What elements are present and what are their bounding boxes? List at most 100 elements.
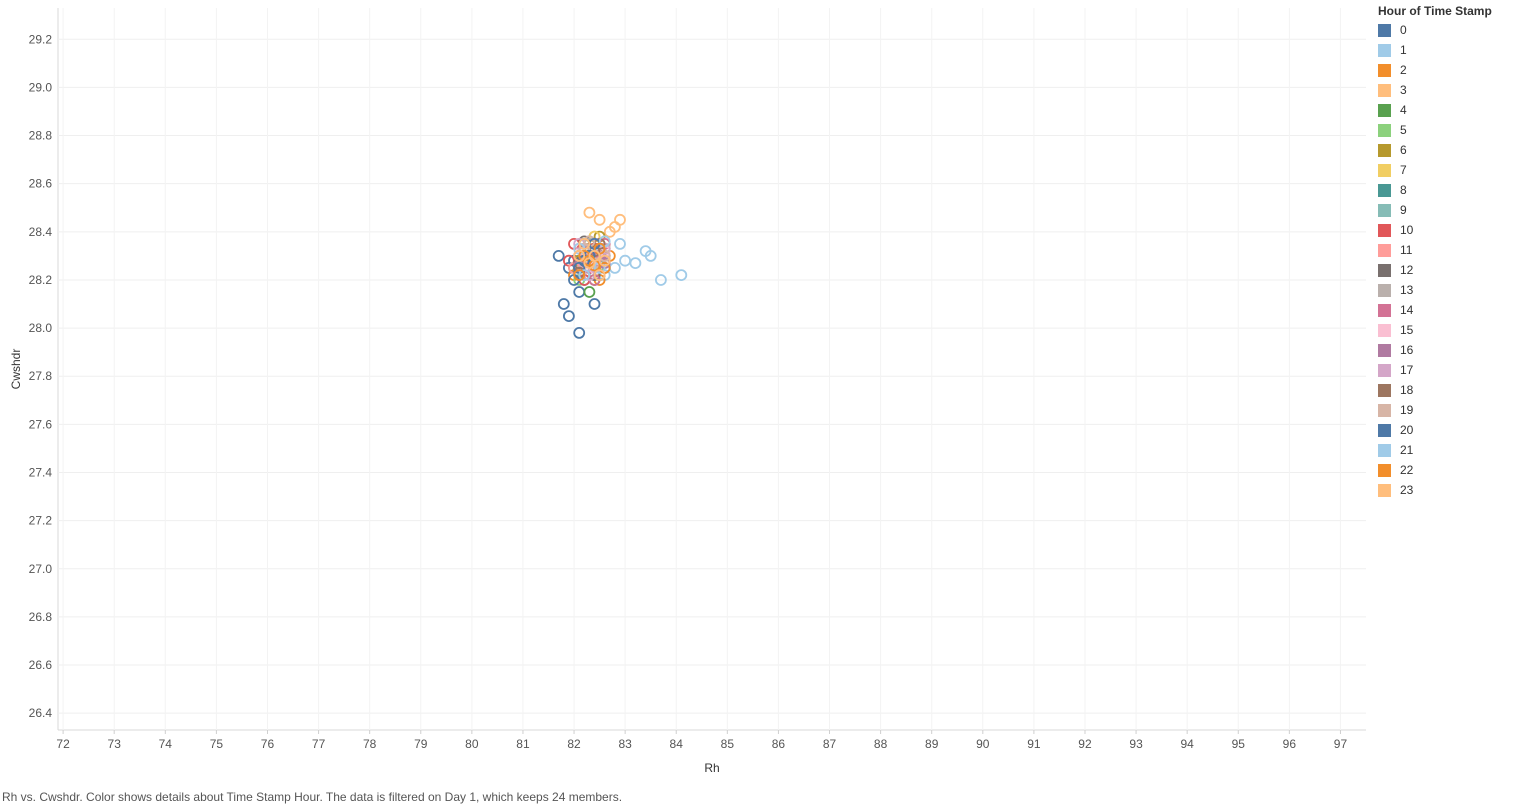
legend-item-14[interactable]: 14	[1378, 300, 1514, 320]
legend-item-4[interactable]: 4	[1378, 100, 1514, 120]
scatter-plot: 72 73 74 75 76 77 78 79 80 81 82 83 84 85 86 87 88 89 90 91…	[9, 8, 1366, 775]
y-tick-label: 26.8	[29, 610, 53, 624]
x-tick-label: 95	[1232, 737, 1246, 751]
x-tick-label: 91	[1027, 737, 1041, 751]
legend-label: 0	[1400, 23, 1407, 37]
legend-swatch	[1378, 163, 1391, 177]
data-point-hour-0[interactable]	[557, 298, 570, 310]
x-tick-label: 78	[363, 737, 377, 751]
data-point-hour-1[interactable]	[629, 257, 642, 270]
legend-label: 19	[1400, 403, 1414, 417]
x-tick-label: 80	[465, 737, 479, 751]
legend-swatch	[1378, 363, 1391, 377]
legend-item-6[interactable]: 6	[1378, 140, 1514, 160]
legend-item-23[interactable]: 23	[1378, 480, 1514, 500]
legend-label: 7	[1400, 163, 1407, 177]
legend-item-2[interactable]: 2	[1378, 60, 1514, 80]
data-point-hour-1[interactable]	[609, 261, 621, 274]
x-tick-label: 82	[567, 737, 581, 751]
legend-item-15[interactable]: 15	[1378, 320, 1514, 340]
x-tick-label: 97	[1334, 737, 1348, 751]
legend-item-12[interactable]: 12	[1378, 260, 1514, 280]
legend-swatch	[1378, 203, 1391, 217]
x-tick-label: 83	[618, 737, 632, 751]
data-point-hour-23[interactable]	[578, 237, 591, 250]
data-point-hour-1[interactable]	[675, 269, 688, 282]
legend-label: 16	[1400, 343, 1414, 357]
legend-item-9[interactable]: 9	[1378, 200, 1514, 220]
legend-label: 9	[1400, 203, 1407, 217]
x-axis-ticks: 72 73 74 75 76 77 78 79 80 81 82 83 84 85 86 87 88 89 90 91…	[56, 737, 1347, 751]
data-point-hour-0[interactable]	[552, 249, 565, 262]
data-point-hour-4[interactable]	[583, 286, 596, 298]
legend-item-16[interactable]: 16	[1378, 340, 1514, 360]
y-tick-label: 28.8	[29, 129, 53, 143]
x-tick-label: 93	[1129, 737, 1143, 751]
x-tick-label: 84	[670, 737, 684, 751]
legend-swatch	[1378, 223, 1391, 237]
x-tick-label: 81	[516, 737, 530, 751]
x-tick-label: 92	[1078, 737, 1092, 751]
y-axis-ticks: 26.4 26.6 26.8 27.0 27.2 27.4 27.6 27.8 28.0 28.2…	[29, 32, 53, 720]
legend-item-0[interactable]: 0	[1378, 20, 1514, 40]
y-tick-label: 29.2	[29, 32, 53, 46]
y-tick-label: 27.0	[29, 562, 53, 576]
legend-item-18[interactable]: 18	[1378, 380, 1514, 400]
data-point-hour-22[interactable]	[573, 269, 586, 282]
legend-label: 22	[1400, 463, 1414, 477]
legend-item-1[interactable]: 1	[1378, 40, 1514, 60]
legend-swatch	[1378, 123, 1391, 137]
legend-label: 15	[1400, 323, 1414, 337]
data-point-hour-0[interactable]	[573, 286, 586, 298]
legend-item-7[interactable]: 7	[1378, 160, 1514, 180]
legend-label: 8	[1400, 183, 1407, 197]
legend-item-13[interactable]: 13	[1378, 280, 1514, 300]
y-tick-label: 29.0	[29, 80, 53, 94]
y-tick-label: 27.4	[29, 465, 53, 479]
data-point-hour-1[interactable]	[614, 237, 626, 250]
legend-item-10[interactable]: 10	[1378, 220, 1514, 240]
data-point-hour-0[interactable]	[588, 298, 601, 310]
data-point-hour-23[interactable]	[598, 254, 611, 267]
y-tick-label: 28.6	[29, 177, 53, 191]
legend-label: 14	[1400, 303, 1414, 317]
legend-swatch	[1378, 43, 1391, 57]
legend-item-20[interactable]: 20	[1378, 420, 1514, 440]
data-point-hour-1[interactable]	[655, 274, 667, 286]
data-point-hour-0[interactable]	[573, 326, 586, 339]
legend-label: 23	[1400, 483, 1414, 497]
legend-item-8[interactable]: 8	[1378, 180, 1514, 200]
legend-item-3[interactable]: 3	[1378, 80, 1514, 100]
data-point-hour-3[interactable]	[614, 213, 626, 226]
data-point-hour-1[interactable]	[644, 249, 657, 262]
legend-label: 2	[1400, 63, 1407, 77]
x-tick-label: 76	[261, 737, 275, 751]
legend-swatch	[1378, 443, 1391, 457]
legend-swatch	[1378, 183, 1391, 197]
x-tick-label: 94	[1180, 737, 1194, 751]
legend-item-11[interactable]: 11	[1378, 240, 1514, 260]
data-point-hour-3[interactable]	[583, 206, 596, 219]
data-point-hour-23[interactable]	[588, 249, 601, 262]
legend-label: 18	[1400, 383, 1414, 397]
x-tick-label: 74	[159, 737, 173, 751]
legend-swatch	[1378, 63, 1391, 77]
y-tick-label: 27.6	[29, 417, 53, 431]
legend-item-19[interactable]: 19	[1378, 400, 1514, 420]
data-points	[552, 206, 688, 339]
data-point-hour-23[interactable]	[573, 249, 586, 262]
legend-item-21[interactable]: 21	[1378, 440, 1514, 460]
data-point-hour-0[interactable]	[563, 310, 575, 323]
legend-item-22[interactable]: 22	[1378, 460, 1514, 480]
legend-swatch	[1378, 403, 1391, 417]
data-point-hour-3[interactable]	[593, 213, 606, 226]
legend-swatch	[1378, 143, 1391, 157]
legend-item-17[interactable]: 17	[1378, 360, 1514, 380]
legend-item-5[interactable]: 5	[1378, 120, 1514, 140]
x-tick-label: 79	[414, 737, 428, 751]
data-point-hour-23[interactable]	[593, 269, 606, 282]
data-point-hour-21[interactable]	[578, 269, 591, 282]
x-tick-label: 87	[823, 737, 837, 751]
legend-swatch	[1378, 303, 1391, 317]
y-tick-label: 28.2	[29, 273, 53, 287]
